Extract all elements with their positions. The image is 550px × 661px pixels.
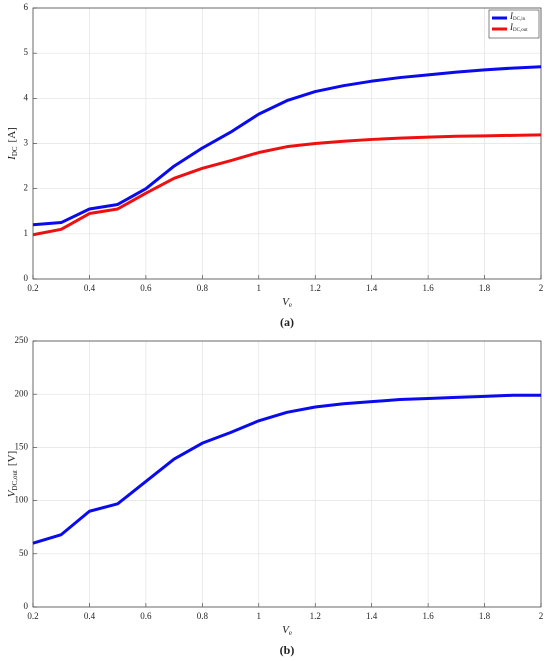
data-line — [32, 65, 542, 227]
label-base: I — [6, 155, 18, 161]
x-tick-label: 1.4 — [366, 283, 378, 293]
x-tick-label: 1.8 — [479, 611, 491, 621]
label-base: I — [509, 11, 514, 21]
label-unit: [V] — [6, 451, 18, 466]
x-tick-label: 1.6 — [422, 283, 434, 293]
y-tick-label: 50 — [19, 548, 29, 558]
y-axis-label: IDC [A] — [6, 127, 19, 161]
x-tick-label: 0.6 — [140, 283, 152, 293]
x-tick-label: 0.8 — [197, 611, 209, 621]
y-tick-label: 3 — [24, 138, 29, 148]
x-tick-label: 1.2 — [310, 611, 321, 621]
x-tick-label: 0.8 — [197, 283, 209, 293]
caption: (b) — [280, 643, 295, 657]
x-axis-label: Ve — [282, 624, 292, 637]
y-tick-label: 0 — [24, 273, 29, 283]
y-tick-label: 250 — [15, 335, 29, 345]
label-sub: e — [289, 629, 292, 637]
y-tick-label: 2 — [24, 183, 29, 193]
x-tick-label: 0.2 — [27, 611, 38, 621]
legend-label: IDC,in — [509, 11, 526, 22]
chart: 0.2 0.4 0.6 0.8 1 1.2 1.4 1.6 1.8 2 0 50 100 150 200 25… — [6, 335, 544, 657]
label-base: I — [509, 22, 514, 32]
label-sub: DC,out — [513, 28, 528, 33]
label-base: V — [282, 624, 290, 636]
x-axis-label: Ve — [282, 296, 292, 309]
y-tick-label: 150 — [15, 441, 29, 451]
x-tick-label: 1.6 — [422, 611, 434, 621]
x-tick-label: 2 — [539, 283, 544, 293]
label-base: V — [282, 296, 290, 308]
x-tick-label: 1.2 — [310, 283, 321, 293]
label-sub: DC,in — [513, 17, 526, 22]
x-tick-label: 0.4 — [84, 611, 96, 621]
plot-frame — [32, 7, 542, 280]
x-tick-label: 0.4 — [84, 283, 96, 293]
x-tick-label: 1.4 — [366, 611, 378, 621]
y-tick-label: 0 — [24, 601, 29, 611]
x-tick-label: 1.8 — [479, 283, 491, 293]
y-tick-label: 1 — [24, 228, 29, 238]
chart: 0.2 0.4 0.6 0.8 1 1.2 1.4 1.6 1.8 20123456VeIDC[A… — [6, 2, 544, 329]
legend-box — [488, 9, 540, 39]
label-sub: DC,out — [11, 470, 19, 490]
data-line — [32, 393, 541, 545]
label-unit: [A] — [6, 127, 18, 142]
x-tick-label: 1 — [257, 611, 262, 621]
x-tick-label: 2 — [539, 611, 544, 621]
plot-frame — [32, 340, 542, 608]
y-axis-label: VDC,out [V] — [6, 451, 19, 497]
x-tick-label: 1 — [257, 283, 262, 293]
caption: (a) — [280, 315, 294, 329]
y-tick-label: 5 — [24, 47, 29, 57]
y-tick-label: 4 — [24, 92, 29, 102]
x-tick-label: 0.6 — [140, 611, 152, 621]
y-tick-label: 100 — [15, 495, 29, 505]
label-sub: DC — [11, 146, 19, 156]
x-tick-label: 0.2 — [27, 283, 38, 293]
data-line — [32, 133, 542, 237]
label-sub: e — [289, 301, 292, 309]
y-tick-label: 200 — [15, 388, 29, 398]
legend-label: IDC,out — [509, 22, 528, 33]
y-tick-label: 6 — [24, 2, 29, 12]
label-base: V — [6, 489, 18, 497]
